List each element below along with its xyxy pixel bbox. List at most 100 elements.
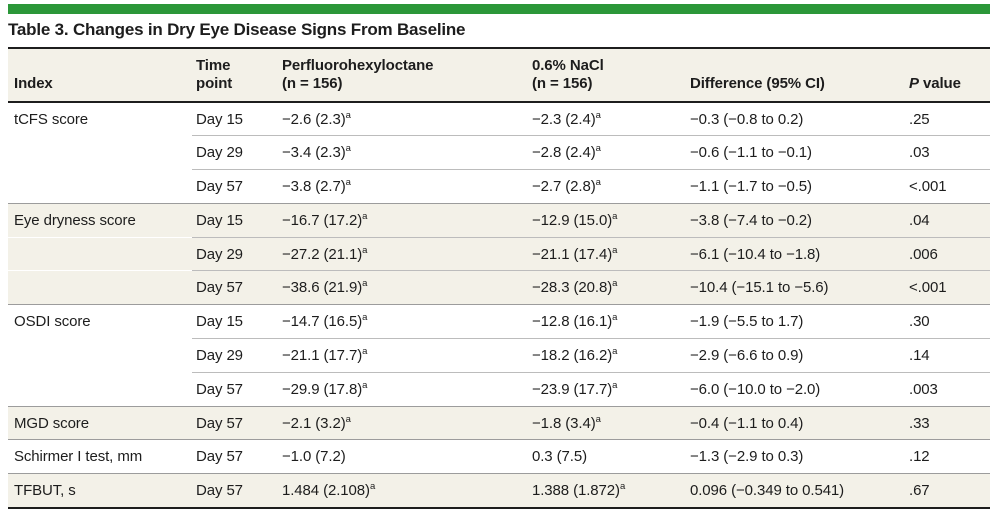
value: −2.6 (2.3) bbox=[282, 110, 346, 128]
column-header-time-point: Time point bbox=[192, 48, 278, 103]
p-value-cell: .12 bbox=[905, 439, 990, 474]
footnote-marker: a bbox=[362, 278, 368, 290]
value: 1.388 (1.872) bbox=[532, 481, 620, 499]
table-accent-bar bbox=[8, 4, 990, 14]
table-body: tCFS score Day 15 −2.6 (2.3)a −2.3 (2.4)… bbox=[8, 101, 990, 509]
header-label: 0.6% NaCl bbox=[532, 56, 604, 74]
value: −3.4 (2.3) bbox=[282, 144, 346, 162]
table-row-tcfs-day15: tCFS score Day 15 −2.6 (2.3)a −2.3 (2.4)… bbox=[8, 101, 990, 136]
footnote-marker: a bbox=[345, 413, 351, 425]
value: −2.1 (3.2) bbox=[282, 414, 346, 432]
p-value-cell: .03 bbox=[905, 135, 990, 170]
nacl-value-cell: 0.3 (7.5) bbox=[528, 439, 686, 474]
footnote-marker: a bbox=[362, 244, 368, 256]
drug-value-cell: −14.7 (16.5)a bbox=[278, 304, 528, 339]
nacl-value-cell: −23.9 (17.7)a bbox=[528, 371, 686, 407]
value: −16.7 (17.2) bbox=[282, 211, 363, 229]
table-row-dryness-day15: Eye dryness score Day 15 −16.7 (17.2)a −… bbox=[8, 202, 990, 238]
index-cell: Schirmer I test, mm bbox=[8, 439, 192, 474]
drug-value-cell: −21.1 (17.7)a bbox=[278, 338, 528, 373]
time-point-cell: Day 57 bbox=[192, 439, 278, 474]
difference-cell: −6.0 (−10.0 to −2.0) bbox=[686, 371, 905, 407]
index-cell: Eye dryness score bbox=[8, 202, 192, 238]
drug-value-cell: 1.484 (2.108)a bbox=[278, 473, 528, 509]
drug-value-cell: −3.4 (2.3)a bbox=[278, 135, 528, 170]
drug-value-cell: −29.9 (17.8)a bbox=[278, 371, 528, 407]
index-cell: OSDI score bbox=[8, 304, 192, 339]
value: −12.8 (16.1) bbox=[532, 313, 613, 331]
value: −2.7 (2.8) bbox=[532, 177, 596, 195]
footnote-marker: a bbox=[612, 210, 618, 222]
footnote-marker: a bbox=[369, 480, 376, 492]
p-value-cell: .33 bbox=[905, 405, 990, 440]
header-label: (n = 156) bbox=[532, 75, 593, 93]
index-cell: tCFS score bbox=[8, 101, 192, 136]
value: −27.2 (21.1) bbox=[282, 245, 363, 263]
p-value-cell: .14 bbox=[905, 338, 990, 373]
footnote-marker: a bbox=[362, 345, 368, 357]
difference-cell: −0.4 (−1.1 to 0.4) bbox=[686, 405, 905, 440]
time-point-cell: Day 57 bbox=[192, 169, 278, 204]
table-row-schirmer-day57: Schirmer I test, mm Day 57 −1.0 (7.2) 0.… bbox=[8, 439, 990, 474]
value: −21.1 (17.4) bbox=[532, 245, 613, 263]
footnote-marker: a bbox=[595, 413, 601, 425]
time-point-cell: Day 57 bbox=[192, 270, 278, 305]
table-header: Index Time point Perfluorohexyloctane (n =… bbox=[8, 48, 990, 103]
value: −1.0 (7.2) bbox=[282, 448, 346, 466]
footnote-marker: a bbox=[362, 312, 368, 324]
difference-cell: −3.8 (−7.4 to −0.2) bbox=[686, 202, 905, 238]
index-cell: TFBUT, s bbox=[8, 473, 192, 509]
table-row-tcfs-day57: Day 57 −3.8 (2.7)a −2.7 (2.8)a −1.1 (−1.… bbox=[8, 169, 990, 204]
footnote-marker: a bbox=[345, 176, 351, 188]
nacl-value-cell: −21.1 (17.4)a bbox=[528, 236, 686, 271]
column-header-perfluorohexyloctane: Perfluorohexyloctane (n = 156) bbox=[278, 48, 528, 103]
difference-cell: −0.3 (−0.8 to 0.2) bbox=[686, 101, 905, 136]
index-cell bbox=[8, 270, 192, 305]
header-label-p: P bbox=[909, 75, 919, 93]
footnote-marker: a bbox=[345, 143, 351, 155]
time-point-cell: Day 15 bbox=[192, 101, 278, 136]
difference-cell: −0.6 (−1.1 to −0.1) bbox=[686, 135, 905, 170]
footnote-marker: a bbox=[345, 109, 351, 121]
time-point-cell: Day 15 bbox=[192, 202, 278, 238]
footnote-marker: a bbox=[612, 278, 618, 290]
value: 1.484 (2.108) bbox=[282, 481, 370, 499]
column-header-p-value: P value bbox=[905, 48, 990, 103]
difference-cell: 0.096 (−0.349 to 0.541) bbox=[686, 473, 905, 509]
difference-cell: −1.1 (−1.7 to −0.5) bbox=[686, 169, 905, 204]
drug-value-cell: −16.7 (17.2)a bbox=[278, 202, 528, 238]
value: −1.8 (3.4) bbox=[532, 414, 596, 432]
time-point-cell: Day 57 bbox=[192, 473, 278, 509]
footnote-marker: a bbox=[595, 143, 601, 155]
time-point-cell: Day 29 bbox=[192, 338, 278, 373]
difference-cell: −6.1 (−10.4 to −1.8) bbox=[686, 236, 905, 271]
header-label: Perfluorohexyloctane bbox=[282, 56, 434, 74]
table-row-tfbut-day57: TFBUT, s Day 57 1.484 (2.108)a 1.388 (1.… bbox=[8, 473, 990, 509]
column-header-difference: Difference (95% CI) bbox=[686, 48, 905, 103]
time-point-cell: Day 29 bbox=[192, 236, 278, 271]
nacl-value-cell: −1.8 (3.4)a bbox=[528, 405, 686, 440]
footnote-marker: a bbox=[362, 379, 368, 391]
p-value-cell: .67 bbox=[905, 473, 990, 509]
footnote-marker: a bbox=[612, 379, 618, 391]
footnote-marker: a bbox=[612, 244, 618, 256]
column-header-index: Index bbox=[8, 48, 192, 103]
p-value-cell: .006 bbox=[905, 236, 990, 271]
nacl-value-cell: −12.8 (16.1)a bbox=[528, 304, 686, 339]
drug-value-cell: −38.6 (21.9)a bbox=[278, 270, 528, 305]
index-cell bbox=[8, 237, 192, 271]
footnote-marker: a bbox=[595, 109, 601, 121]
footnote-marker: a bbox=[362, 210, 368, 222]
nacl-value-cell: −18.2 (16.2)a bbox=[528, 338, 686, 373]
p-value-cell: <.001 bbox=[905, 169, 990, 204]
value: −23.9 (17.7) bbox=[532, 380, 613, 398]
footnote-marker: a bbox=[612, 312, 618, 324]
index-cell bbox=[8, 339, 192, 373]
drug-value-cell: −1.0 (7.2) bbox=[278, 439, 528, 474]
footnote-marker: a bbox=[619, 480, 626, 492]
time-point-cell: Day 15 bbox=[192, 304, 278, 339]
nacl-value-cell: −2.7 (2.8)a bbox=[528, 169, 686, 204]
nacl-value-cell: −28.3 (20.8)a bbox=[528, 270, 686, 305]
value: −29.9 (17.8) bbox=[282, 380, 363, 398]
time-point-cell: Day 29 bbox=[192, 135, 278, 170]
